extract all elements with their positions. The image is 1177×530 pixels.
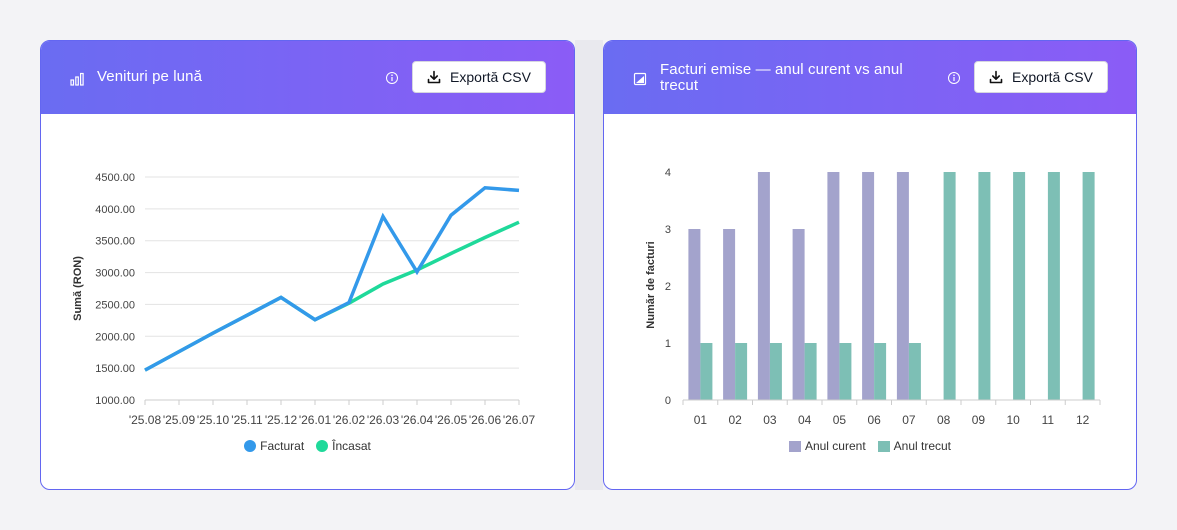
legend-swatch <box>316 440 329 452</box>
y-tick-label: 2 <box>665 281 671 293</box>
x-tick-label: 11 <box>1042 413 1055 427</box>
x-tick-label: 07 <box>902 413 916 427</box>
legend-swatch <box>244 440 257 452</box>
bar-chart-icon <box>70 72 84 86</box>
x-tick-label: 04 <box>798 413 812 427</box>
export-csv-label: Exportă CSV <box>1012 69 1093 85</box>
x-tick-label: 03 <box>763 413 777 427</box>
bar-current-year <box>757 172 770 400</box>
bar-current-year <box>792 229 805 400</box>
bar-previous-year <box>735 343 748 400</box>
y-axis-label: Sumă (RON) <box>72 256 84 321</box>
legend-label: Facturat <box>260 439 305 453</box>
bar-current-year <box>688 229 701 400</box>
invoices-card: Facturi emise — anul curent vs anul trec… <box>603 40 1137 490</box>
bar-current-year <box>827 172 840 400</box>
bar-current-year <box>723 229 736 400</box>
bar-previous-year <box>804 343 817 400</box>
x-tick-label: 12 <box>1076 413 1090 427</box>
x-tick-label: '25.11 <box>231 413 263 427</box>
legend-label: Anul curent <box>804 439 866 453</box>
info-icon[interactable] <box>947 71 961 85</box>
x-tick-label: '25.12 <box>265 413 298 427</box>
legend-label: Încasat <box>332 439 371 453</box>
bar-previous-year <box>769 343 782 400</box>
revenue-card-title: Venituri pe lună <box>97 68 203 85</box>
revenue-card: Venituri pe lună Exportă CSV 1000.00 1500… <box>40 40 575 490</box>
y-axis-label: Număr de facturi <box>645 241 657 328</box>
legend-item[interactable]: Încasat <box>316 439 371 453</box>
bar-previous-year <box>874 343 887 400</box>
y-tick-label: 2000.00 <box>95 331 135 343</box>
x-tick-label: '25.09 <box>163 413 196 427</box>
y-tick-label: 1500.00 <box>95 363 135 375</box>
y-tick-label: 3000.00 <box>95 268 135 280</box>
y-tick-label: 0 <box>665 395 671 407</box>
x-tick-label: 01 <box>694 413 708 427</box>
bar-previous-year <box>908 343 921 400</box>
x-tick-label: 09 <box>972 413 986 427</box>
y-tick-label: 3500.00 <box>95 236 135 248</box>
bar-current-year <box>896 172 909 400</box>
bar-current-year <box>862 172 875 400</box>
bar-previous-year <box>943 172 956 400</box>
legend-swatch <box>877 440 890 452</box>
legend-item[interactable]: Anul trecut <box>877 439 952 453</box>
legend-item[interactable]: Anul curent <box>788 439 866 453</box>
x-tick-label: 10 <box>1006 413 1020 427</box>
x-tick-label: '26.06 <box>469 413 502 427</box>
x-tick-label: '26.04 <box>401 413 434 427</box>
x-tick-label: '25.08 <box>129 413 162 427</box>
y-tick-label: 1 <box>665 338 671 350</box>
legend-item[interactable]: Facturat <box>244 439 304 453</box>
bar-previous-year <box>1047 172 1060 400</box>
series-line--ncasat <box>144 220 520 372</box>
y-tick-label: 4 <box>665 167 671 179</box>
download-icon <box>989 70 1003 84</box>
card-gap <box>575 40 603 490</box>
y-tick-label: 4500.00 <box>95 172 135 184</box>
series-line-facturat <box>144 186 520 372</box>
export-csv-label: Exportă CSV <box>450 69 531 85</box>
x-tick-label: 06 <box>867 413 881 427</box>
x-tick-label: '26.07 <box>503 413 536 427</box>
export-csv-button[interactable]: Exportă CSV <box>412 61 546 93</box>
export-csv-button[interactable]: Exportă CSV <box>974 61 1108 93</box>
invoices-card-title: Facturi emise — anul curent vs anul trec… <box>660 61 903 94</box>
x-tick-label: '26.01 <box>299 413 332 427</box>
x-tick-label: '26.05 <box>435 413 468 427</box>
y-tick-label: 2500.00 <box>95 299 135 311</box>
legend-label: Anul trecut <box>893 439 952 453</box>
y-tick-label: 1000.00 <box>95 395 135 407</box>
revenue-line-chart: 1000.00 1500.00 2000.00 2500.00 3000.00 3500.… <box>72 172 536 427</box>
x-tick-label: 05 <box>833 413 847 427</box>
bar-previous-year <box>839 343 852 400</box>
y-tick-label: 3 <box>665 224 671 236</box>
bar-previous-year <box>700 343 713 400</box>
y-tick-label: 4000.00 <box>95 204 135 216</box>
bar-previous-year <box>978 172 991 400</box>
x-tick-label: 08 <box>937 413 951 427</box>
x-tick-label: '26.02 <box>333 413 366 427</box>
x-tick-label: 02 <box>728 413 742 427</box>
download-icon <box>427 70 441 84</box>
info-icon[interactable] <box>385 71 399 85</box>
bar-previous-year <box>1082 172 1095 400</box>
x-tick-label: '26.03 <box>367 413 400 427</box>
invoices-legend: Anul curent Anul trecut <box>604 439 1136 453</box>
x-tick-label: '25.10 <box>197 413 230 427</box>
image-chart-icon <box>633 72 647 86</box>
revenue-card-header: Venituri pe lună Exportă CSV <box>41 41 574 114</box>
revenue-legend: Facturat Încasat <box>41 439 574 453</box>
invoices-card-header: Facturi emise — anul curent vs anul trec… <box>604 41 1136 114</box>
bar-previous-year <box>1013 172 1026 400</box>
legend-swatch <box>788 440 801 452</box>
